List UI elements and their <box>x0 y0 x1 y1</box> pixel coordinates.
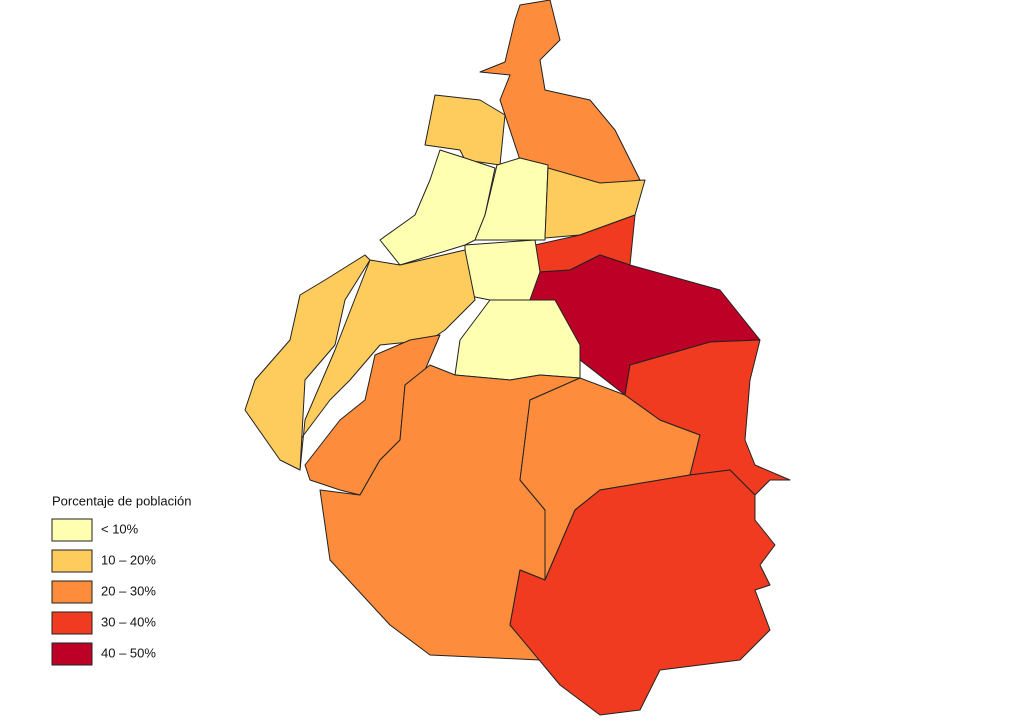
region <box>624 339 791 496</box>
legend-swatch <box>51 580 93 604</box>
region <box>479 0 641 186</box>
legend-label: 30 – 40% <box>101 614 156 629</box>
legend-title: Porcentaje de población <box>52 493 192 508</box>
region <box>474 157 549 241</box>
legend-swatch <box>51 611 93 635</box>
region <box>454 299 581 381</box>
legend-swatch <box>51 518 93 542</box>
legend-label: < 10% <box>101 521 139 536</box>
region <box>244 254 371 471</box>
region <box>464 239 541 301</box>
legend-label: 20 – 30% <box>101 583 156 598</box>
region <box>299 249 476 471</box>
legend-swatch <box>51 642 93 666</box>
region <box>424 94 506 166</box>
legend-label: 40 – 50% <box>101 645 156 660</box>
legend: < 10% 10 – 20% 20 – 30% 30 – 40% 40 – 50% <box>51 518 156 666</box>
regions <box>244 0 791 716</box>
legend-label: 10 – 20% <box>101 552 156 567</box>
region <box>509 469 776 716</box>
legend-swatch <box>51 549 93 573</box>
